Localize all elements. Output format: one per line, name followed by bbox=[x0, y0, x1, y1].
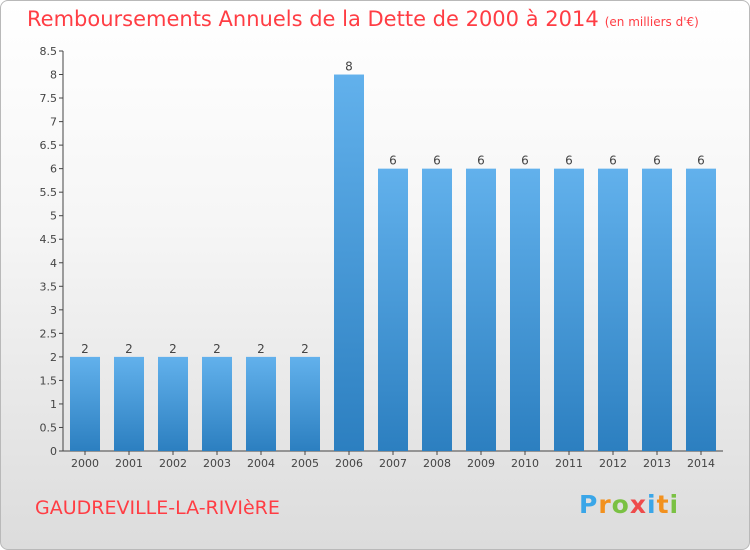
y-tick-label: 5 bbox=[50, 210, 57, 223]
bar bbox=[378, 168, 408, 451]
x-tick-label: 2011 bbox=[555, 457, 583, 470]
y-tick-label: 3 bbox=[50, 304, 57, 317]
x-tick-label: 2012 bbox=[599, 457, 627, 470]
bar bbox=[246, 356, 276, 451]
data-label: 6 bbox=[697, 154, 705, 168]
bar bbox=[422, 168, 452, 451]
data-label: 6 bbox=[653, 154, 661, 168]
bar bbox=[686, 168, 716, 451]
bar bbox=[466, 168, 496, 451]
proxiti-logo: Proxiti bbox=[579, 490, 680, 519]
data-label: 2 bbox=[81, 342, 89, 356]
y-tick-label: 3.5 bbox=[40, 280, 58, 293]
data-label: 2 bbox=[213, 342, 221, 356]
y-tick-label: 7.5 bbox=[40, 92, 58, 105]
commune-name: GAUDREVILLE-LA-RIVIèRE bbox=[35, 497, 280, 519]
data-label: 6 bbox=[389, 154, 397, 168]
y-tick-label: 4.5 bbox=[40, 233, 58, 246]
x-tick-label: 2002 bbox=[159, 457, 187, 470]
bar bbox=[114, 356, 144, 451]
x-tick-label: 2013 bbox=[643, 457, 671, 470]
x-tick-label: 2010 bbox=[511, 457, 539, 470]
chart-unit: (en milliers d'€) bbox=[604, 15, 699, 29]
data-label: 6 bbox=[477, 154, 485, 168]
x-tick-label: 2014 bbox=[687, 457, 715, 470]
bar bbox=[554, 168, 584, 451]
bar bbox=[510, 168, 540, 451]
data-label: 2 bbox=[301, 342, 309, 356]
data-label: 8 bbox=[345, 60, 353, 74]
x-tick-label: 2001 bbox=[115, 457, 143, 470]
y-tick-label: 6.5 bbox=[40, 139, 58, 152]
y-tick-label: 6 bbox=[50, 163, 57, 176]
bar bbox=[334, 74, 364, 451]
data-label: 2 bbox=[169, 342, 177, 356]
bar bbox=[158, 356, 188, 451]
y-tick-label: 2.5 bbox=[40, 327, 58, 340]
data-label: 6 bbox=[433, 154, 441, 168]
y-tick-label: 7 bbox=[50, 116, 57, 129]
x-tick-label: 2007 bbox=[379, 457, 407, 470]
bar bbox=[642, 168, 672, 451]
bar bbox=[70, 356, 100, 451]
y-tick-label: 1 bbox=[50, 398, 57, 411]
bar bbox=[290, 356, 320, 451]
y-tick-label: 2 bbox=[50, 351, 57, 364]
y-tick-label: 0 bbox=[50, 445, 57, 458]
chart-title: Remboursements Annuels de la Dette de 20… bbox=[27, 7, 699, 31]
data-label: 2 bbox=[257, 342, 265, 356]
y-tick-label: 5.5 bbox=[40, 186, 58, 199]
x-tick-label: 2008 bbox=[423, 457, 451, 470]
x-tick-label: 2009 bbox=[467, 457, 495, 470]
data-label: 6 bbox=[609, 154, 617, 168]
bar bbox=[202, 356, 232, 451]
y-tick-label: 8.5 bbox=[40, 45, 58, 58]
data-label: 6 bbox=[565, 154, 573, 168]
y-tick-label: 8 bbox=[50, 69, 57, 82]
x-tick-label: 2004 bbox=[247, 457, 275, 470]
bar bbox=[598, 168, 628, 451]
x-tick-label: 2006 bbox=[335, 457, 363, 470]
x-tick-label: 2005 bbox=[291, 457, 319, 470]
data-label: 6 bbox=[521, 154, 529, 168]
y-tick-label: 4 bbox=[50, 257, 57, 270]
chart-title-text: Remboursements Annuels de la Dette de 20… bbox=[27, 7, 599, 31]
y-tick-label: 1.5 bbox=[40, 374, 58, 387]
x-tick-label: 2000 bbox=[71, 457, 99, 470]
x-tick-label: 2003 bbox=[203, 457, 231, 470]
data-label: 2 bbox=[125, 342, 133, 356]
y-tick-label: 0.5 bbox=[40, 421, 58, 434]
